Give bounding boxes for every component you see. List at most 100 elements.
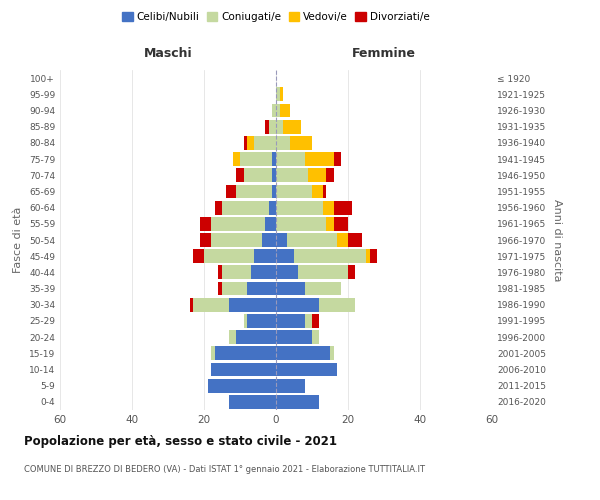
Bar <box>326 217 334 230</box>
Bar <box>247 314 276 328</box>
Bar <box>244 168 272 182</box>
Bar <box>370 250 377 263</box>
Bar <box>190 298 193 312</box>
Bar <box>312 314 319 328</box>
Bar <box>222 200 269 214</box>
Bar <box>276 395 319 409</box>
Bar <box>334 200 352 214</box>
Bar <box>348 266 355 280</box>
Bar <box>308 168 326 182</box>
Bar <box>193 298 229 312</box>
Text: Femmine: Femmine <box>352 48 416 60</box>
Bar <box>244 136 247 149</box>
Bar <box>211 217 265 230</box>
Bar <box>222 266 251 280</box>
Y-axis label: Fasce di età: Fasce di età <box>13 207 23 273</box>
Bar <box>280 104 290 118</box>
Bar <box>298 266 348 280</box>
Bar <box>334 217 348 230</box>
Bar <box>276 200 323 214</box>
Bar <box>211 346 215 360</box>
Bar <box>272 152 276 166</box>
Bar <box>265 120 269 134</box>
Bar <box>283 120 301 134</box>
Bar <box>276 217 326 230</box>
Bar <box>323 184 326 198</box>
Bar <box>251 266 276 280</box>
Bar <box>229 330 236 344</box>
Bar <box>348 233 362 247</box>
Bar <box>280 88 283 101</box>
Bar <box>290 136 312 149</box>
Bar <box>218 266 222 280</box>
Bar <box>204 250 254 263</box>
Bar <box>226 184 236 198</box>
Bar <box>276 104 280 118</box>
Bar <box>218 282 222 296</box>
Bar <box>236 330 276 344</box>
Bar <box>276 346 330 360</box>
Bar <box>229 298 276 312</box>
Text: COMUNE DI BREZZO DI BEDERO (VA) - Dati ISTAT 1° gennaio 2021 - Elaborazione TUTT: COMUNE DI BREZZO DI BEDERO (VA) - Dati I… <box>24 465 425 474</box>
Bar <box>236 184 272 198</box>
Bar <box>208 379 276 392</box>
Bar <box>272 104 276 118</box>
Bar <box>244 314 247 328</box>
Bar <box>247 136 254 149</box>
Bar <box>276 314 305 328</box>
Bar <box>200 217 211 230</box>
Y-axis label: Anni di nascita: Anni di nascita <box>551 198 562 281</box>
Bar <box>276 379 305 392</box>
Bar <box>276 88 280 101</box>
Bar <box>276 362 337 376</box>
Bar <box>222 282 247 296</box>
Bar <box>276 250 294 263</box>
Bar <box>269 200 276 214</box>
Bar <box>276 152 305 166</box>
Bar <box>276 120 283 134</box>
Bar <box>276 298 319 312</box>
Bar <box>262 233 276 247</box>
Bar <box>312 330 319 344</box>
Bar <box>254 250 276 263</box>
Bar <box>276 266 298 280</box>
Bar <box>211 233 262 247</box>
Bar <box>276 233 287 247</box>
Bar <box>326 168 334 182</box>
Bar <box>215 200 222 214</box>
Bar <box>272 168 276 182</box>
Bar <box>254 136 276 149</box>
Bar <box>334 152 341 166</box>
Bar <box>233 152 240 166</box>
Bar <box>276 168 308 182</box>
Bar <box>272 184 276 198</box>
Bar <box>287 233 337 247</box>
Bar <box>330 346 334 360</box>
Bar <box>319 298 355 312</box>
Bar <box>200 233 211 247</box>
Bar <box>337 233 348 247</box>
Bar <box>265 217 276 230</box>
Bar <box>276 282 305 296</box>
Bar <box>276 136 290 149</box>
Legend: Celibi/Nubili, Coniugati/e, Vedovi/e, Divorziati/e: Celibi/Nubili, Coniugati/e, Vedovi/e, Di… <box>118 8 434 26</box>
Bar <box>276 330 312 344</box>
Bar <box>276 184 312 198</box>
Bar <box>305 152 334 166</box>
Bar <box>229 395 276 409</box>
Text: Popolazione per età, sesso e stato civile - 2021: Popolazione per età, sesso e stato civil… <box>24 435 337 448</box>
Bar <box>269 120 276 134</box>
Text: Maschi: Maschi <box>143 48 193 60</box>
Bar <box>236 168 244 182</box>
Bar <box>294 250 366 263</box>
Bar <box>323 200 334 214</box>
Bar <box>305 314 312 328</box>
Bar <box>215 346 276 360</box>
Bar <box>366 250 370 263</box>
Bar <box>305 282 341 296</box>
Bar <box>211 362 276 376</box>
Bar <box>193 250 204 263</box>
Bar <box>240 152 272 166</box>
Bar <box>247 282 276 296</box>
Bar <box>312 184 323 198</box>
